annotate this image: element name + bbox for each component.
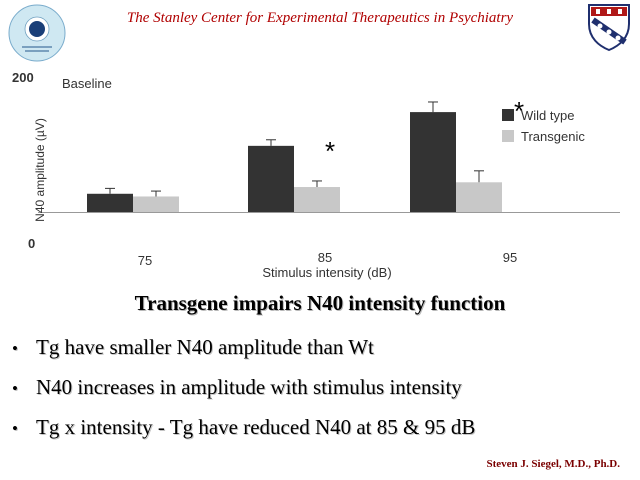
n40-amplitude-chart: 200 0 N40 amplitude (µV) Baseline 75 85 …: [12, 70, 620, 280]
error-bar-wild-type-75: [105, 187, 115, 194]
legend-swatch-transgenic: [502, 130, 514, 142]
slide-heading: Transgene impairs N40 intensity function: [134, 291, 506, 315]
legend-label-wild-type: Wild type: [521, 108, 574, 123]
error-bar-wild-type-95: [428, 101, 438, 113]
y-axis-label: N40 amplitude (µV): [33, 118, 47, 222]
bar-wild-type-75: [87, 193, 133, 212]
bullet-text: Tg x intensity - Tg have reduced N40 at …: [36, 415, 476, 439]
error-bar-transgenic-85: [312, 180, 322, 188]
x-axis-label: Stimulus intensity (dB): [262, 265, 391, 280]
bullet-list: • Tg have smaller N40 amplitude than Wt •…: [12, 334, 475, 454]
bullet-dot-icon: •: [12, 379, 18, 398]
y-tick-label-bottom: 0: [28, 236, 35, 251]
legend-swatch-wild-type: [502, 109, 514, 121]
significance-star-95: *: [514, 96, 524, 126]
bar-transgenic-75: [133, 196, 179, 212]
error-bar-transgenic-95: [474, 170, 484, 183]
stanley-center-logo: [8, 4, 66, 67]
bar-transgenic-85: [294, 187, 340, 212]
bar-transgenic-95: [456, 182, 502, 212]
x-tick-label-85: 85: [318, 250, 332, 265]
x-tick-label-95: 95: [503, 250, 517, 265]
panel-label: Baseline: [62, 76, 112, 91]
bullet-item: • N40 increases in amplitude with stimulu…: [12, 374, 475, 414]
footer-author: Steven J. Siegel, M.D., Ph.D.: [486, 458, 620, 470]
x-tick-label-75: 75: [138, 253, 152, 268]
bullet-dot-icon: •: [12, 339, 18, 358]
error-bar-transgenic-75: [151, 190, 161, 197]
bullet-item: • Tg have smaller N40 amplitude than Wt: [12, 334, 475, 374]
legend-label-transgenic: Transgenic: [521, 129, 585, 144]
y-tick-label-top: 200: [12, 70, 34, 85]
bullet-text: N40 increases in amplitude with stimulus…: [36, 375, 462, 399]
header-title: The Stanley Center for Experimental Ther…: [126, 10, 514, 26]
bar-wild-type-95: [410, 112, 456, 212]
error-bar-wild-type-85: [266, 139, 276, 146]
bar-wild-type-85: [248, 145, 294, 212]
significance-star-85: *: [325, 136, 335, 166]
bullet-item: • Tg x intensity - Tg have reduced N40 at…: [12, 414, 475, 454]
bullet-dot-icon: •: [12, 419, 18, 438]
bullet-text: Tg have smaller N40 amplitude than Wt: [36, 335, 374, 359]
penn-shield-logo: [583, 2, 635, 57]
